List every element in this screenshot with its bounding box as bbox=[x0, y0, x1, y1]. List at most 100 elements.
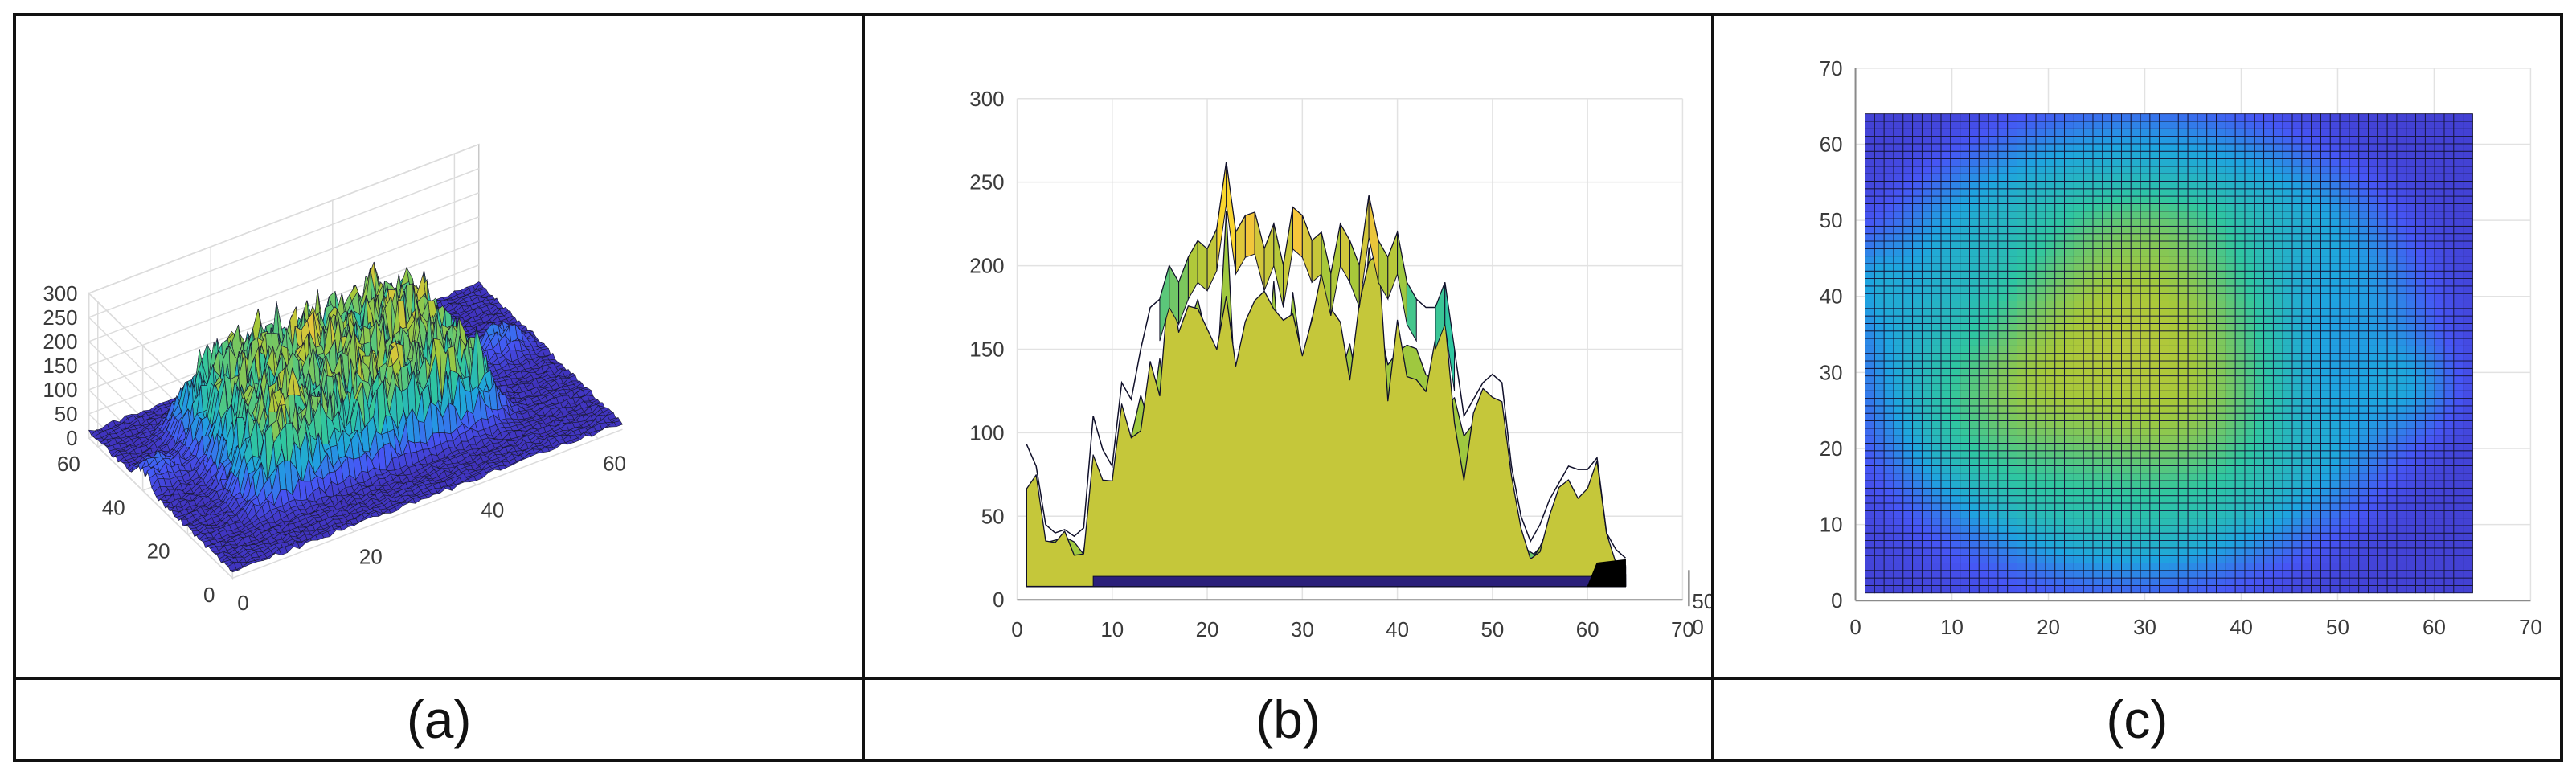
heatmap-cell bbox=[1911, 293, 1923, 301]
heatmap-cell bbox=[1874, 150, 1885, 159]
heatmap-cell bbox=[1883, 270, 1894, 280]
heatmap-cell bbox=[1968, 293, 1980, 301]
heatmap-cell bbox=[1959, 136, 1970, 145]
heatmap-cell bbox=[1959, 428, 1970, 436]
heatmap-cell bbox=[1864, 345, 1875, 354]
heatmap-cell bbox=[1921, 218, 1932, 227]
heatmap-cell bbox=[1940, 412, 1951, 421]
heatmap-cell bbox=[1931, 121, 1942, 129]
heatmap-cell bbox=[1874, 285, 1885, 294]
heatmap-cell bbox=[1921, 143, 1932, 152]
heatmap-cell bbox=[1921, 225, 1932, 235]
heatmap-cell bbox=[1921, 181, 1932, 190]
heatmap-cell bbox=[1874, 435, 1885, 444]
heatmap-cell bbox=[1874, 203, 1885, 212]
heatmap-cell bbox=[1874, 473, 1885, 481]
heatmap-cell bbox=[1931, 480, 1942, 489]
heatmap-cell bbox=[1921, 113, 1932, 122]
heatmap-cell bbox=[1874, 487, 1885, 497]
floor-x-gridline bbox=[88, 437, 233, 579]
heatmap-cell bbox=[1921, 173, 1932, 182]
heatmap-cell bbox=[1950, 412, 1960, 421]
heatmap-cell bbox=[1931, 510, 1942, 519]
heatmap-cell bbox=[1940, 510, 1951, 519]
heatmap-cell bbox=[1950, 420, 1960, 429]
heatmap-cell bbox=[1874, 330, 1885, 339]
heatmap-cell bbox=[1864, 315, 1875, 324]
heatmap-cell bbox=[1959, 278, 1970, 287]
heatmap-cell bbox=[1864, 465, 1875, 474]
heatmap-cell bbox=[1950, 225, 1960, 235]
heatmap-cell bbox=[1968, 480, 1980, 489]
heatmap-cell bbox=[1864, 360, 1875, 369]
heatmap-cell bbox=[1883, 525, 1894, 534]
heatmap-cell bbox=[1893, 211, 1903, 219]
heatmap-cell bbox=[1950, 547, 1960, 556]
heatmap-cell bbox=[1940, 188, 1951, 197]
heatmap-cell bbox=[1931, 367, 1942, 377]
z-tick-label: 100 bbox=[43, 379, 77, 402]
heatmap-cell bbox=[1883, 203, 1894, 212]
heatmap-cell bbox=[1968, 233, 1980, 242]
heatmap-cell bbox=[1893, 166, 1903, 174]
heatmap-cell bbox=[1921, 360, 1932, 369]
heatmap-cell bbox=[1864, 450, 1875, 459]
heatmap-cell bbox=[1893, 412, 1903, 421]
x-tick-label: 40 bbox=[1386, 619, 1410, 641]
heatmap-cell bbox=[1940, 143, 1951, 152]
heatmap-cell bbox=[1893, 353, 1903, 362]
heatmap-cell bbox=[1911, 540, 1923, 549]
heatmap-cell bbox=[1874, 465, 1885, 474]
heatmap-cell bbox=[1940, 473, 1951, 481]
heatmap-cell bbox=[1968, 502, 1980, 511]
heatmap-cell bbox=[1921, 480, 1932, 489]
surface-peak-facet bbox=[1245, 211, 1256, 258]
heatmap-cell bbox=[1911, 465, 1923, 474]
heatmap-cell bbox=[1911, 188, 1923, 197]
heatmap-cell bbox=[1883, 136, 1894, 145]
heatmap-cell bbox=[1968, 510, 1980, 519]
heatmap-cell bbox=[1950, 465, 1960, 474]
heatmap-cell bbox=[1950, 353, 1960, 362]
heatmap-cell bbox=[1959, 353, 1970, 362]
heatmap-cell bbox=[1883, 577, 1894, 586]
heatmap-cell bbox=[1940, 173, 1951, 182]
heatmap-cell bbox=[1950, 308, 1960, 317]
heatmap-cell bbox=[1874, 443, 1885, 452]
heatmap-cell bbox=[1902, 278, 1913, 287]
heatmap-cell bbox=[1893, 480, 1903, 489]
heatmap-cell bbox=[1864, 420, 1875, 429]
heatmap-cell bbox=[1893, 584, 1903, 594]
heatmap-cell bbox=[1864, 398, 1875, 407]
heatmap-cell bbox=[1931, 577, 1942, 586]
heatmap-cell bbox=[1959, 181, 1970, 190]
heatmap-cell bbox=[1902, 563, 1913, 571]
heatmap-cell bbox=[1921, 211, 1932, 219]
heatmap-cell bbox=[1950, 150, 1960, 159]
heatmap-cell bbox=[1911, 480, 1923, 489]
heatmap-cell bbox=[1883, 233, 1894, 242]
heatmap-cell bbox=[1864, 285, 1875, 294]
heatmap-cell bbox=[1864, 173, 1875, 182]
heatmap-cell bbox=[1911, 338, 1923, 346]
heatmap-cell bbox=[1874, 577, 1885, 586]
heatmap-cell bbox=[1902, 375, 1913, 384]
heatmap-cell bbox=[1931, 308, 1942, 317]
heatmap-cell bbox=[1921, 428, 1932, 436]
heatmap-cell bbox=[1911, 121, 1923, 129]
heatmap-cell bbox=[1921, 465, 1932, 474]
heatmap-cell bbox=[1911, 218, 1923, 227]
heatmap-cell bbox=[1968, 435, 1980, 444]
heatmap-cell bbox=[1864, 233, 1875, 242]
heatmap-cell bbox=[1874, 301, 1885, 309]
heatmap-cell bbox=[1874, 128, 1885, 137]
heatmap-cell bbox=[1911, 412, 1923, 421]
heatmap-cell bbox=[1968, 375, 1980, 384]
heatmap-cell bbox=[1864, 405, 1875, 414]
heatmap-cell bbox=[1940, 330, 1951, 339]
heatmap-cell bbox=[1874, 158, 1885, 167]
heatmap-cell bbox=[1874, 113, 1885, 122]
heatmap-cell bbox=[1931, 420, 1942, 429]
heatmap-cell bbox=[1950, 158, 1960, 167]
heatmap-cell bbox=[1864, 211, 1875, 219]
